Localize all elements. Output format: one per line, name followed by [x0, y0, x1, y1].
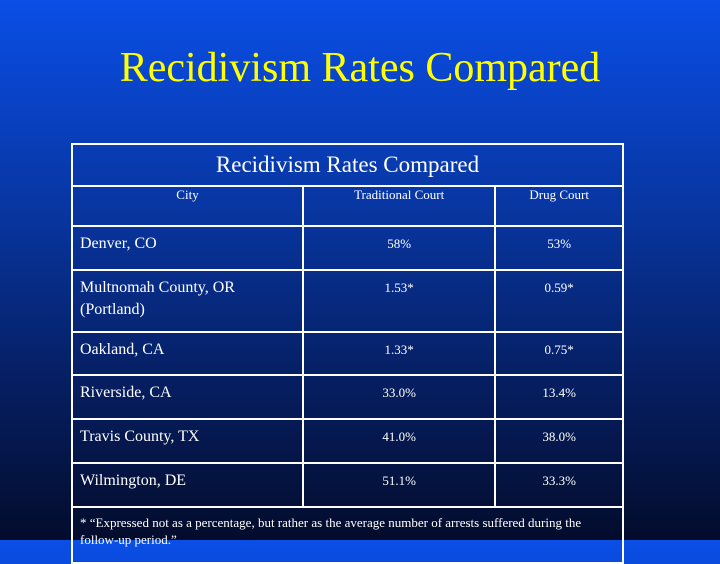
- traditional-court-cell: 33.0%: [301, 374, 497, 420]
- table-footnote: * “Expressed not as a percentage, but ra…: [71, 506, 624, 564]
- drug-court-cell: 38.0%: [494, 418, 624, 464]
- table-row: Oakland, CA 1.33* 0.75*: [71, 331, 624, 376]
- drug-court-cell: 53%: [494, 225, 624, 271]
- drug-court-cell: 0.75*: [494, 331, 624, 376]
- slide-title: Recidivism Rates Compared: [119, 45, 601, 91]
- drug-court-cell: 0.59*: [494, 269, 624, 333]
- traditional-court-cell: 1.53*: [301, 269, 497, 333]
- table-row: Wilmington, DE 51.1% 33.3%: [71, 462, 624, 508]
- drug-court-cell: 13.4%: [494, 374, 624, 420]
- recidivism-table: Recidivism Rates Compared City Tradition…: [71, 143, 624, 564]
- traditional-court-cell: 1.33*: [301, 331, 497, 376]
- table-row: Multnomah County, OR (Portland) 1.53* 0.…: [71, 269, 624, 333]
- city-cell: Denver, CO: [71, 225, 304, 271]
- traditional-court-cell: 41.0%: [301, 418, 497, 464]
- column-header-drug-court: Drug Court: [494, 185, 624, 227]
- city-cell: Wilmington, DE: [71, 462, 304, 508]
- table-row: Travis County, TX 41.0% 38.0%: [71, 418, 624, 464]
- drug-court-cell: 33.3%: [494, 462, 624, 508]
- table-row: Riverside, CA 33.0% 13.4%: [71, 374, 624, 420]
- city-cell: Riverside, CA: [71, 374, 304, 420]
- table-caption: Recidivism Rates Compared: [71, 143, 624, 187]
- table-row: Denver, CO 58% 53%: [71, 225, 624, 271]
- city-cell: Multnomah County, OR (Portland): [71, 269, 304, 333]
- column-header-traditional-court: Traditional Court: [301, 185, 497, 227]
- table-header-row: City Traditional Court Drug Court: [71, 185, 624, 227]
- traditional-court-cell: 51.1%: [301, 462, 497, 508]
- city-cell: Oakland, CA: [71, 331, 304, 376]
- traditional-court-cell: 58%: [301, 225, 497, 271]
- column-header-city: City: [71, 185, 304, 227]
- city-cell: Travis County, TX: [71, 418, 304, 464]
